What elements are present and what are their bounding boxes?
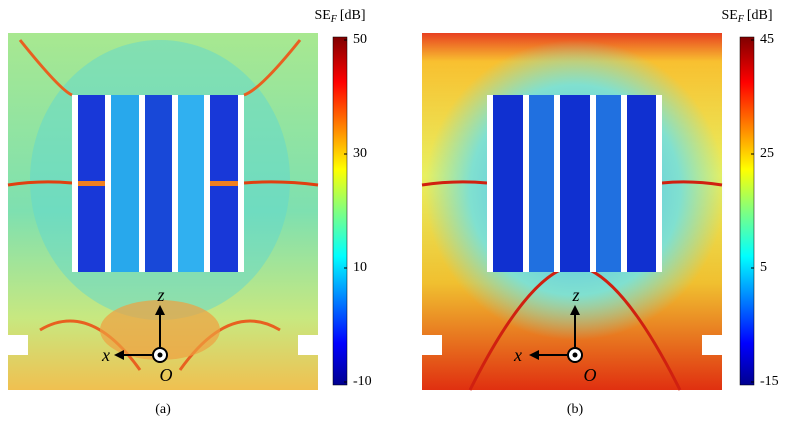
axis-x: x [513, 345, 522, 365]
colorbar-title-unit: [dB] [747, 8, 773, 23]
origin-dot [572, 352, 578, 358]
colorbar-tick-label: 50 [353, 32, 367, 47]
colorbar-tick-label: 25 [760, 146, 774, 161]
x-arrowhead [114, 350, 124, 360]
colorbar-tick-label: -15 [760, 374, 779, 389]
colorbar [332, 36, 348, 386]
axis-z: z [571, 285, 579, 305]
colorbar-tick-label: 30 [353, 146, 367, 161]
colorbar-tick-label: 10 [353, 260, 367, 275]
panel-label: (b) [567, 402, 584, 417]
colorbar-tick-label: -10 [353, 374, 372, 389]
z-arrowhead [155, 305, 165, 315]
axis-z: z [156, 285, 164, 305]
colorbar-title-main: SE [314, 8, 330, 23]
origin-dot [157, 352, 163, 358]
colorbar-title-unit: [dB] [340, 8, 366, 23]
colorbar-title: SEF [dB] [721, 8, 772, 25]
field-map-a [7, 33, 319, 390]
colorbar [739, 36, 755, 386]
colorbar-title: SEF [dB] [314, 8, 365, 25]
field-map-b [421, 33, 725, 391]
axis-origin: O [160, 365, 173, 385]
colorbar-title-sub: F [330, 14, 338, 25]
colorbar-title-main: SE [721, 8, 737, 23]
colorbar-title-sub: F [737, 14, 745, 25]
panel-label: (a) [155, 402, 171, 417]
colorbar-tick-label: 45 [760, 32, 774, 47]
axis-origin: O [584, 365, 597, 385]
x-arrowhead [529, 350, 539, 360]
axis-x: x [101, 345, 110, 365]
colorbar-tick-label: 5 [760, 260, 767, 275]
z-arrowhead [570, 305, 580, 315]
